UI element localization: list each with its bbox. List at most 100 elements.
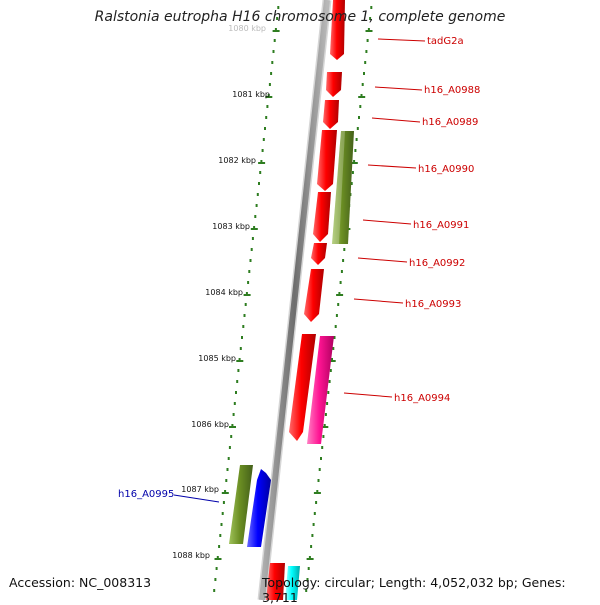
- genome-backbone: [257, 0, 332, 600]
- gene-label-h16-a0990[interactable]: h16_A0990: [418, 164, 474, 175]
- gene-label-h16-a0995[interactable]: h16_A0995: [118, 489, 174, 500]
- ring-dot-inner: [248, 270, 251, 273]
- gene-feature-h16-a0995b[interactable]: [229, 465, 253, 544]
- ring-dot-inner: [271, 61, 274, 64]
- ring-dot-inner: [241, 336, 243, 339]
- ring-dot-outer: [321, 446, 324, 449]
- accession-text: Accession: NC_008313: [9, 575, 152, 590]
- genome-summary-text: Topology: circular; Length: 4,052,032 bp…: [262, 575, 566, 605]
- gene-label-h16-a0991[interactable]: h16_A0991: [413, 220, 469, 231]
- ring-dot-inner: [264, 127, 266, 130]
- ring-dot-inner: [254, 215, 257, 218]
- gene-label-h16-a0988[interactable]: h16_A0988: [424, 85, 480, 96]
- ring-dot-inner: [258, 182, 260, 185]
- ring-dot-outer: [327, 391, 330, 394]
- ring-dot-outer: [320, 457, 322, 460]
- ring-dot-outer: [350, 182, 353, 185]
- ring-major-tick-inner: [229, 426, 236, 428]
- ring-dot-outer: [356, 127, 359, 130]
- gene-label-h16-a0992[interactable]: h16_A0992: [409, 258, 465, 269]
- scale-label-1080: 1080 kbp: [228, 24, 266, 33]
- map-title: Ralstonia eutropha H16 chromosome 1, com…: [94, 9, 506, 25]
- gene-feature-h16-a0990[interactable]: [317, 130, 337, 191]
- ring-dot-inner: [226, 468, 229, 471]
- ring-dot-outer: [316, 490, 319, 493]
- ring-dot-inner: [250, 248, 253, 251]
- ring-dot-inner: [227, 457, 230, 460]
- scale-rings: [213, 6, 373, 592]
- scale-label-1087: 1087 kbp: [181, 485, 219, 494]
- gene-feature-h16-a0994[interactable]: [289, 334, 316, 441]
- ring-dot-outer: [339, 281, 342, 284]
- ring-dot-inner: [244, 303, 247, 306]
- scale-label-1085: 1085 kbp: [198, 354, 236, 363]
- gene-feature-bottom-cyan[interactable]: [285, 566, 300, 600]
- gene-label-tadg2a[interactable]: tadG2a: [427, 36, 464, 47]
- ring-major-tick-outer: [350, 162, 358, 164]
- ring-dot-inner: [233, 402, 236, 405]
- ring-dot-inner: [242, 325, 245, 328]
- ring-major-tick-outer: [358, 96, 366, 98]
- ring-dot-inner: [265, 116, 268, 119]
- ring-dot-outer: [310, 545, 313, 548]
- gene-feature-h16-a0990b[interactable]: [332, 131, 354, 244]
- ring-dot-outer: [366, 39, 369, 42]
- gene-feature-tadg2a[interactable]: [330, 0, 345, 60]
- ring-dot-outer: [355, 138, 358, 141]
- scale-label-1081: 1081 kbp: [232, 90, 270, 99]
- ring-dot-inner: [262, 138, 265, 141]
- gene-feature-h16-a0988[interactable]: [326, 72, 342, 97]
- ring-major-tick-inner: [258, 162, 266, 164]
- ring-major-tick-inner: [221, 492, 229, 494]
- ring-dot-inner: [235, 391, 237, 394]
- ring-major-tick-inner: [243, 294, 251, 296]
- gene-feature-h16-a0991[interactable]: [313, 192, 331, 242]
- gene-feature-h16-a0994b[interactable]: [307, 336, 334, 444]
- gene-label-h16-a0994[interactable]: h16_A0994: [394, 393, 450, 404]
- gene-feature-bottom-red[interactable]: [266, 563, 285, 600]
- ring-dot-inner: [221, 512, 224, 515]
- ring-dot-inner: [249, 259, 252, 262]
- ring-dot-inner: [256, 193, 259, 196]
- ring-dot-outer: [338, 292, 341, 295]
- ring-dot-inner: [224, 490, 227, 493]
- scale-labels: 1080 kbp 1081 kbp 1082 kbp 1083 kbp 1084…: [172, 24, 270, 560]
- ring-dot-outer: [335, 314, 338, 317]
- ring-dot-outer: [342, 259, 345, 262]
- ring-dot-outer: [343, 248, 346, 251]
- gene-feature-h16-a0995[interactable]: [247, 469, 271, 547]
- ring-dot-inner: [276, 17, 279, 20]
- ring-major-tick-inner: [214, 558, 222, 560]
- ring-dot-inner: [230, 435, 233, 438]
- ring-dot-inner: [267, 94, 270, 97]
- ring-dot-inner: [260, 160, 263, 163]
- gene-feature-h16-a0992[interactable]: [311, 243, 327, 265]
- gene-feature-h16-a0989[interactable]: [323, 100, 339, 129]
- ring-major-tick-outer: [336, 294, 344, 296]
- ring-dot-outer: [340, 270, 343, 273]
- gene-labels: tadG2a h16_A0988 h16_A0989 h16_A0990 h16…: [118, 36, 480, 500]
- ring-dot-inner: [243, 314, 246, 317]
- gene-label-h16-a0993[interactable]: h16_A0993: [405, 299, 461, 310]
- ring-dot-outer: [334, 325, 337, 328]
- ring-dot-outer: [317, 479, 320, 482]
- ring-dot-outer: [313, 512, 316, 515]
- ring-dot-inner: [215, 567, 218, 570]
- ring-dot-outer: [311, 534, 314, 537]
- ring-dot-inner: [270, 72, 273, 75]
- ring-dot-outer: [332, 347, 335, 350]
- gene-feature-h16-a0993[interactable]: [304, 269, 324, 322]
- ring-major-tick-outer: [313, 492, 321, 494]
- ring-major-tick-inner: [265, 96, 273, 98]
- ring-major-tick-outer: [328, 360, 336, 362]
- ring-dot-inner: [259, 171, 262, 174]
- ring-major-tick-outer: [306, 558, 314, 560]
- ring-dot-inner: [253, 226, 256, 229]
- ring-dot-outer: [328, 380, 331, 383]
- gene-label-h16-a0989[interactable]: h16_A0989: [422, 117, 478, 128]
- scale-label-1086: 1086 kbp: [191, 420, 229, 429]
- ring-dot-outer: [363, 72, 365, 75]
- ring-dot-inner: [219, 534, 222, 537]
- ring-dot-outer: [326, 402, 329, 405]
- ring-dot-outer: [369, 17, 372, 20]
